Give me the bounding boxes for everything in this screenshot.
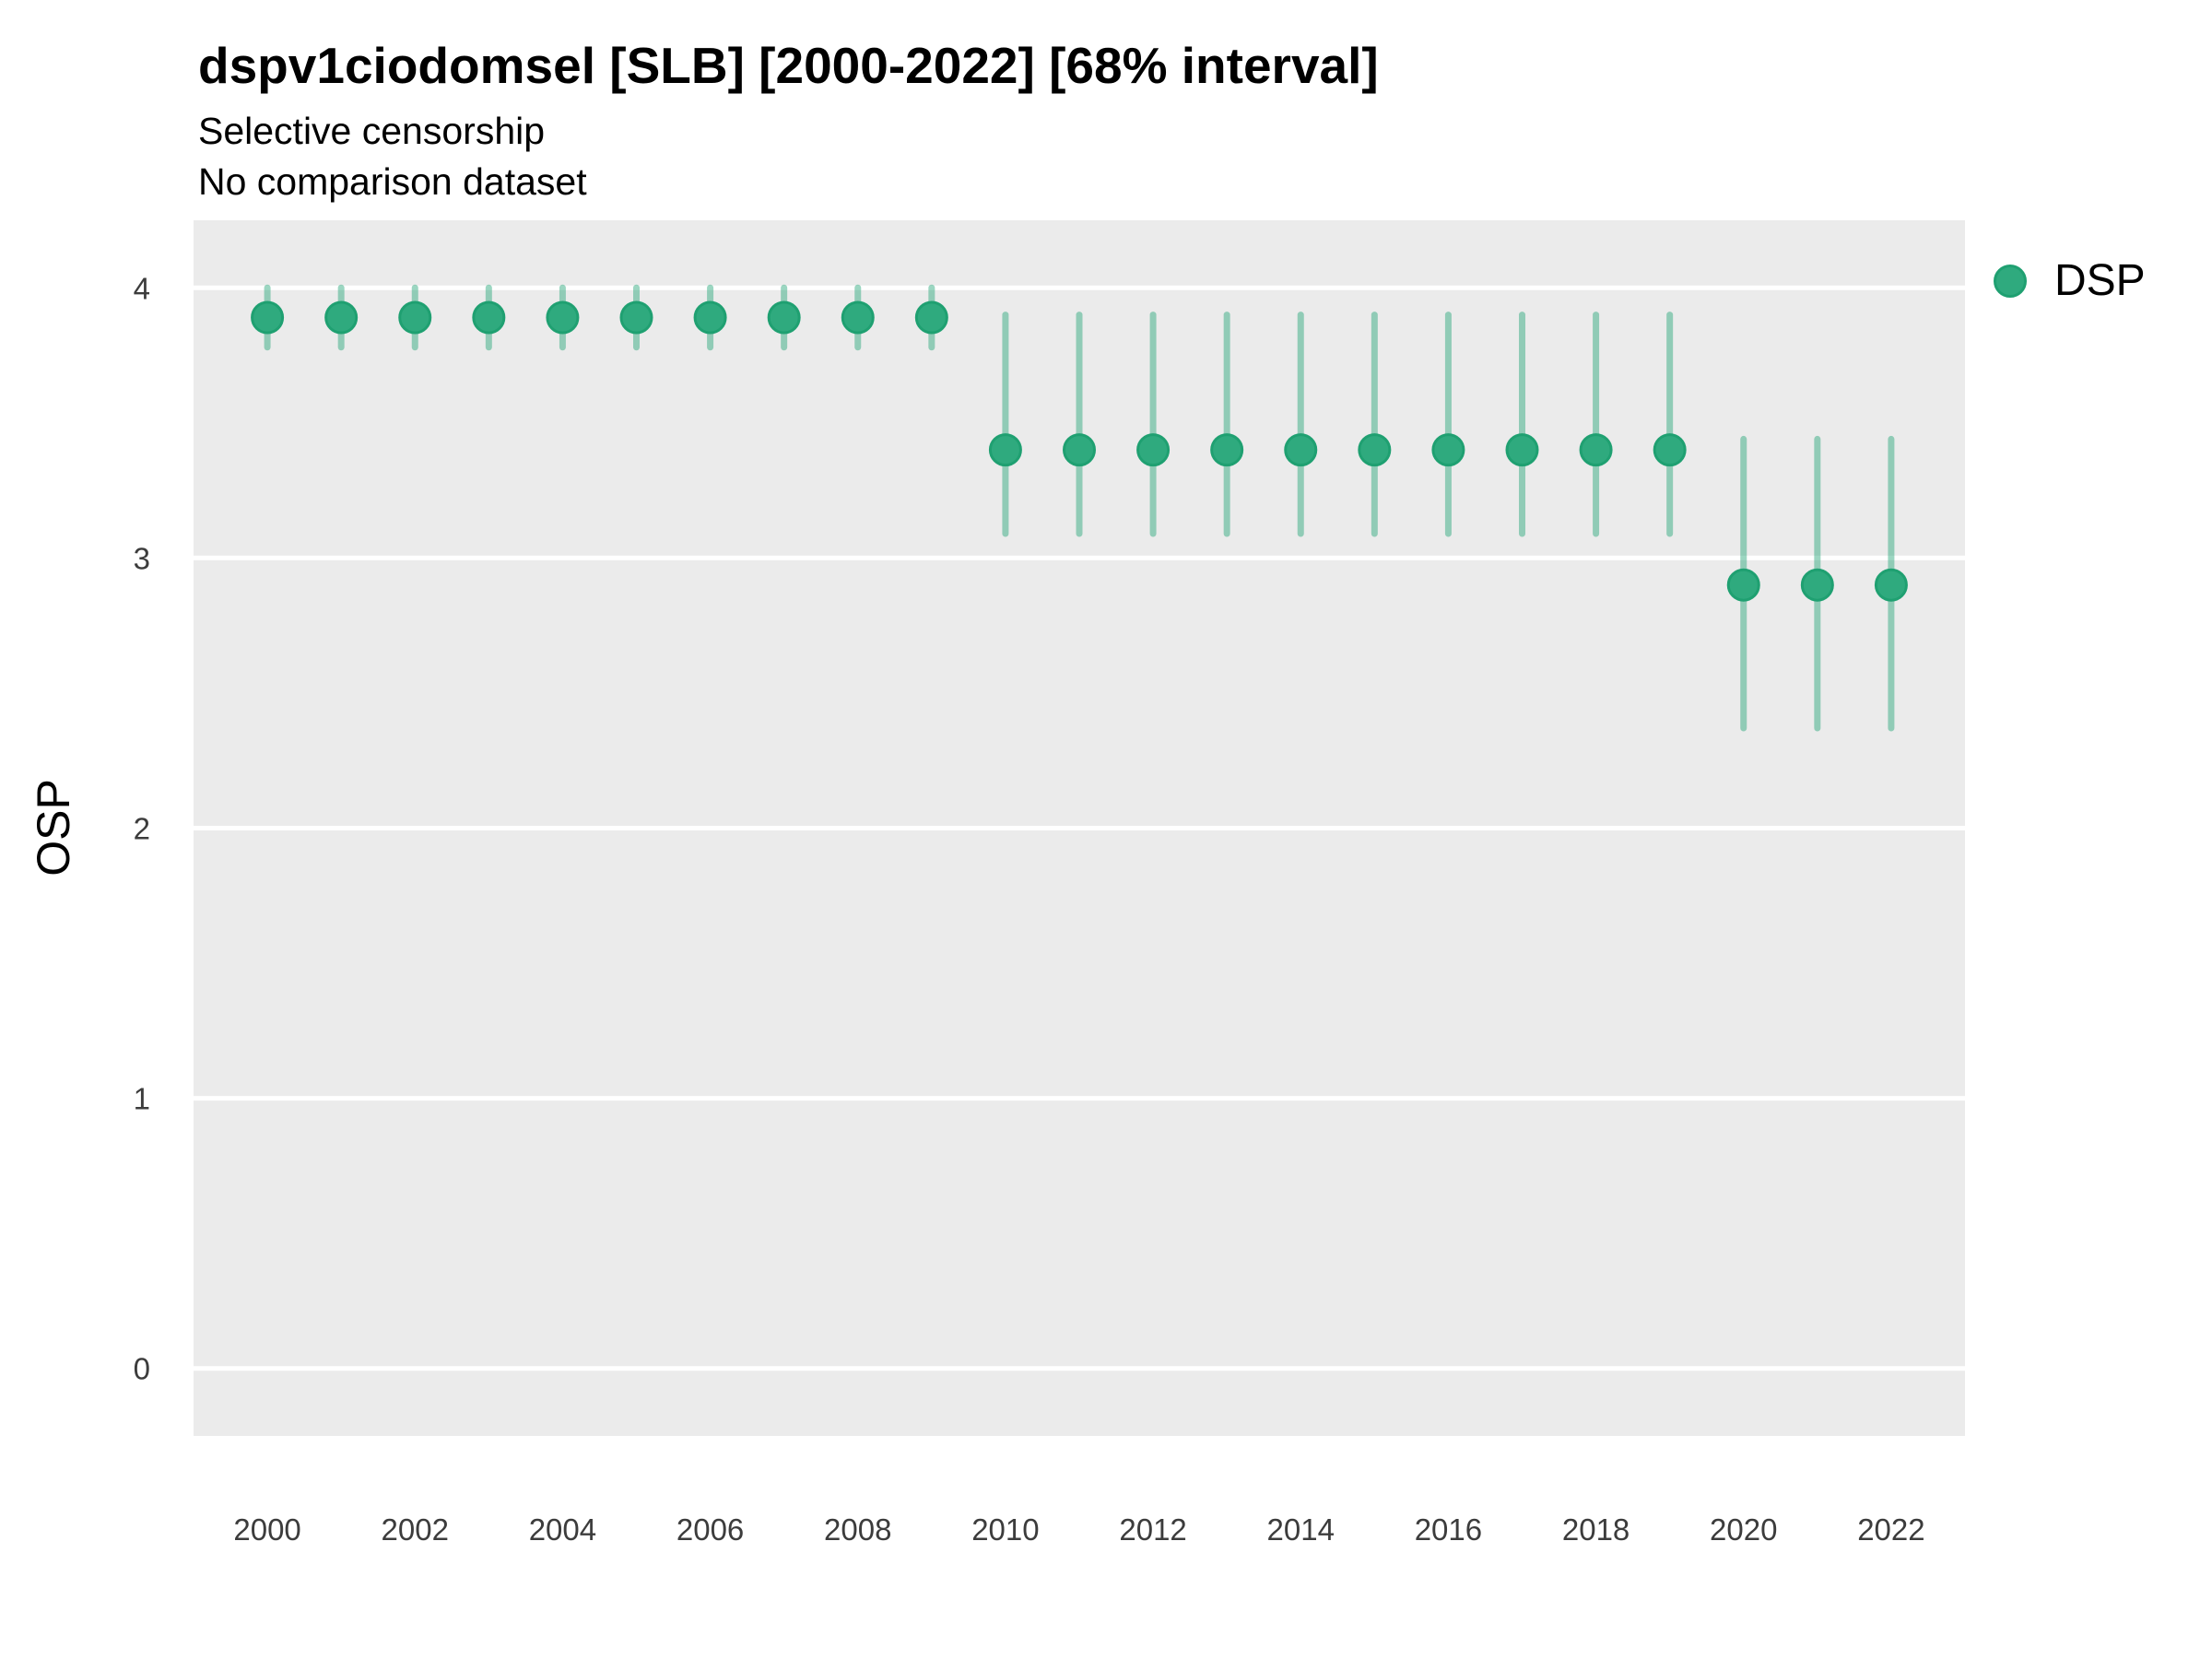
data-point-2009 (914, 300, 948, 335)
x-tick-label: 2022 (1857, 1512, 1924, 1547)
data-point-2010 (988, 433, 1022, 467)
data-point-2014 (1284, 433, 1318, 467)
x-tick-label: 2002 (382, 1512, 449, 1547)
data-point-2001 (324, 300, 359, 335)
x-tick-label: 2010 (971, 1512, 1039, 1547)
x-tick-label: 2004 (529, 1512, 596, 1547)
data-point-2003 (472, 300, 506, 335)
data-point-2006 (693, 300, 727, 335)
legend-label-dsp: DSP (2054, 256, 2146, 305)
x-tick-label: 2000 (233, 1512, 300, 1547)
legend: DSP (1994, 259, 2146, 303)
data-point-2000 (251, 300, 285, 335)
data-point-2020 (1726, 568, 1760, 602)
data-point-2019 (1653, 433, 1687, 467)
y-tick-label: 2 (134, 812, 150, 846)
data-point-2012 (1136, 433, 1171, 467)
x-tick-label: 2008 (824, 1512, 891, 1547)
data-point-2002 (398, 300, 432, 335)
y-tick-label: 3 (134, 541, 150, 575)
data-point-2021 (1800, 568, 1834, 602)
data-point-2015 (1358, 433, 1392, 467)
x-tick-label: 2018 (1562, 1512, 1630, 1547)
x-tick-label: 2012 (1119, 1512, 1186, 1547)
chart-subtitle-2: No comparison dataset (198, 160, 587, 203)
data-point-2005 (619, 300, 653, 335)
data-point-2013 (1210, 433, 1244, 467)
data-point-2017 (1505, 433, 1539, 467)
x-tick-label: 2014 (1267, 1512, 1335, 1547)
chart-title: dspv1ciodomsel [SLB] [2000-2022] [68% in… (198, 37, 1379, 94)
x-tick-label: 2006 (677, 1512, 744, 1547)
data-point-2016 (1431, 433, 1465, 467)
data-point-2007 (767, 300, 801, 335)
y-tick-label: 4 (134, 271, 150, 305)
y-tick-label: 0 (134, 1352, 150, 1386)
data-point-2011 (1063, 433, 1096, 467)
x-tick-label: 2020 (1710, 1512, 1777, 1547)
legend-marker-dsp-icon (1994, 265, 2027, 298)
x-tick-label: 2016 (1415, 1512, 1482, 1547)
data-point-2018 (1579, 433, 1613, 467)
data-point-2008 (841, 300, 875, 335)
data-point-2022 (1874, 568, 1908, 602)
chart-subtitle-1: Selective censorship (198, 110, 546, 152)
y-tick-label: 1 (134, 1082, 150, 1116)
data-point-2004 (546, 300, 580, 335)
